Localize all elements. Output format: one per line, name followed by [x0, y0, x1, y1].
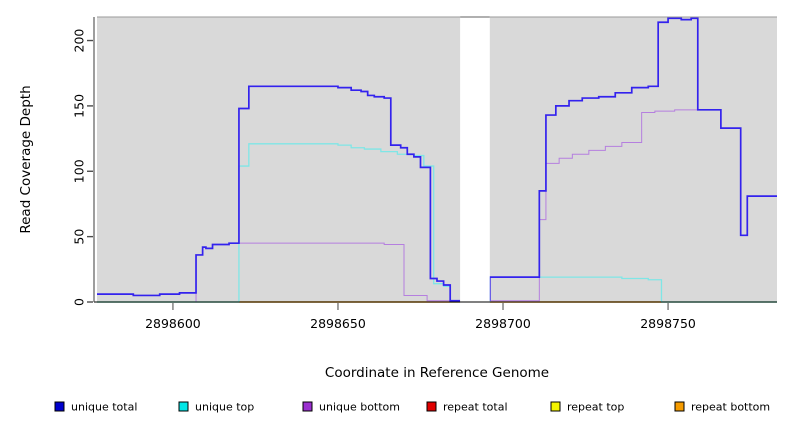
y-tick-label-4: 200: [72, 29, 87, 53]
series-unique-top: [97, 143, 461, 303]
coordinate-gap-band: [460, 16, 490, 302]
x-tick-label-3: 2898750: [640, 316, 696, 331]
series-unique-total: [489, 17, 777, 301]
y-tick-label-2: 100: [72, 159, 87, 183]
y-axis-title: Read Coverage Depth: [18, 85, 34, 233]
y-tick-label-3: 150: [72, 94, 87, 118]
x-tick-label-1: 2898650: [310, 316, 366, 331]
legend-swatch-repeat-bottom: [674, 401, 685, 412]
legend-swatch-repeat-total: [426, 401, 437, 412]
series-unique-total: [97, 85, 461, 302]
legend-swatch-unique-total: [54, 401, 65, 412]
x-tick-label-2: 2898700: [475, 316, 531, 331]
legend-label-unique-bottom: unique bottom: [319, 401, 400, 414]
x-tick-label-0: 2898600: [145, 316, 201, 331]
legend-label-repeat-bottom: repeat bottom: [691, 401, 770, 414]
plot-panel-background: [97, 17, 777, 302]
y-tick-label-0: 0: [72, 298, 87, 306]
y-tick-label-1: 50: [72, 229, 87, 245]
legend-label-repeat-total: repeat total: [443, 401, 508, 414]
legend-swatch-repeat-top: [550, 401, 561, 412]
x-axis-title: Coordinate in Reference Genome: [325, 365, 549, 381]
legend-label-unique-total: unique total: [71, 401, 137, 414]
legend-label-repeat-top: repeat top: [567, 401, 624, 414]
legend-label-unique-top: unique top: [195, 401, 254, 414]
legend-swatch-unique-bottom: [302, 401, 313, 412]
legend-swatch-unique-top: [178, 401, 189, 412]
